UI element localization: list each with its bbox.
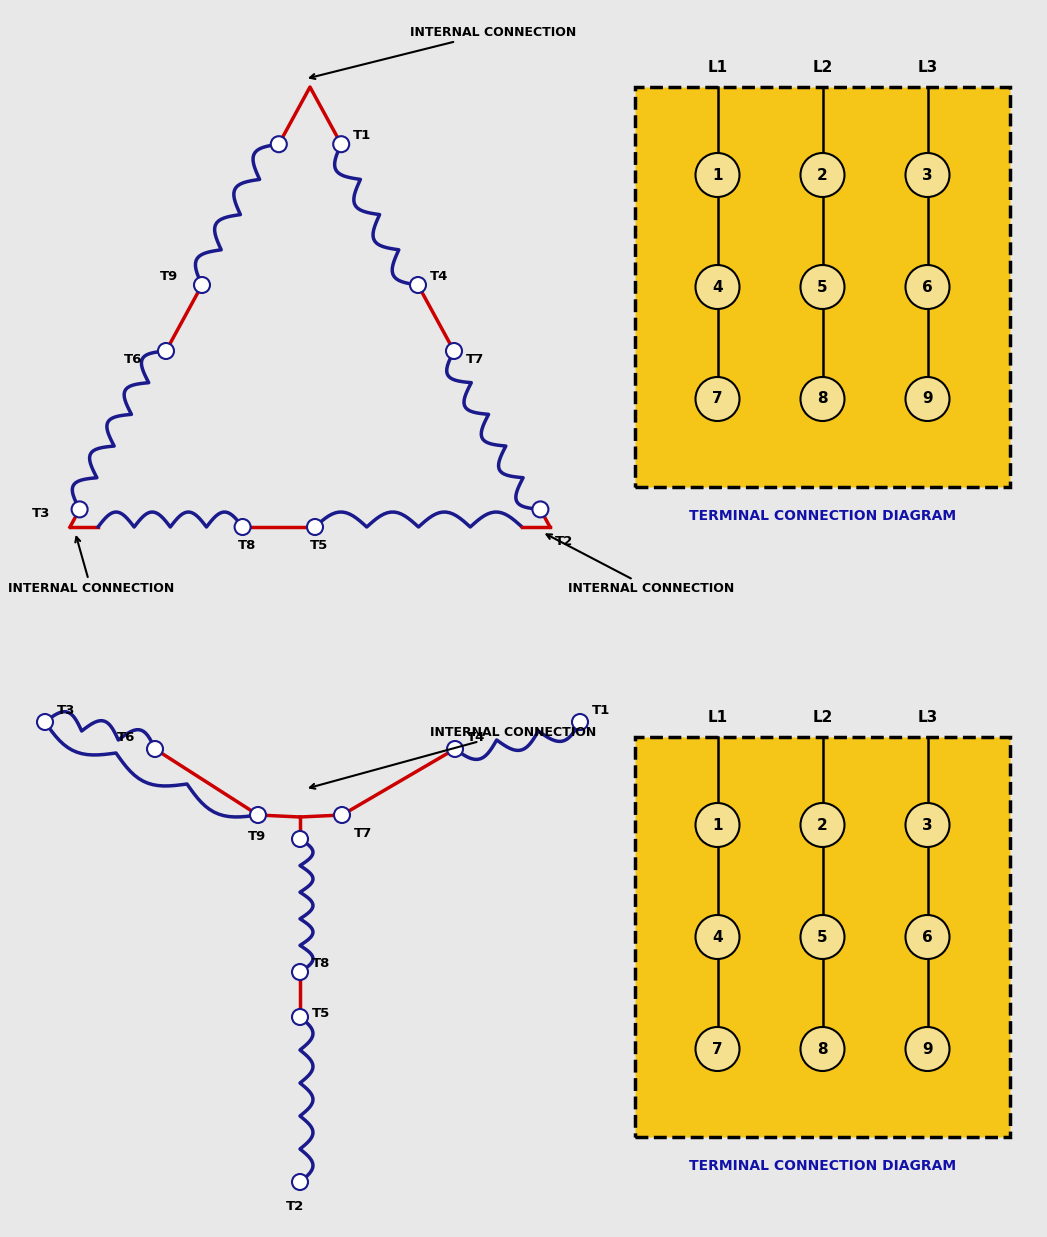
Circle shape <box>695 803 739 847</box>
Circle shape <box>906 265 950 309</box>
Text: T5: T5 <box>312 1007 330 1021</box>
Text: L1: L1 <box>708 61 728 75</box>
Circle shape <box>906 377 950 421</box>
Circle shape <box>37 714 53 730</box>
Text: INTERNAL CONNECTION: INTERNAL CONNECTION <box>547 534 734 595</box>
Text: 9: 9 <box>922 1042 933 1056</box>
Text: T3: T3 <box>57 704 75 717</box>
Circle shape <box>147 741 163 757</box>
Circle shape <box>801 265 845 309</box>
Text: 7: 7 <box>712 391 722 407</box>
Circle shape <box>801 915 845 959</box>
Bar <box>634 737 1010 1137</box>
Circle shape <box>906 803 950 847</box>
Circle shape <box>194 277 210 293</box>
Circle shape <box>333 136 350 152</box>
Circle shape <box>695 265 739 309</box>
Circle shape <box>334 807 350 823</box>
Circle shape <box>292 964 308 980</box>
Circle shape <box>801 153 845 197</box>
Circle shape <box>801 377 845 421</box>
Text: T4: T4 <box>430 270 448 283</box>
Circle shape <box>250 807 266 823</box>
Text: TERMINAL CONNECTION DIAGRAM: TERMINAL CONNECTION DIAGRAM <box>689 508 956 523</box>
Text: T5: T5 <box>310 539 329 552</box>
Circle shape <box>292 1174 308 1190</box>
Text: 5: 5 <box>818 280 828 294</box>
Circle shape <box>906 153 950 197</box>
Text: 8: 8 <box>818 1042 828 1056</box>
Circle shape <box>906 915 950 959</box>
Text: T9: T9 <box>248 830 266 842</box>
Text: 5: 5 <box>818 929 828 945</box>
Text: 3: 3 <box>922 167 933 183</box>
Circle shape <box>158 343 174 359</box>
Text: L1: L1 <box>708 710 728 725</box>
Text: INTERNAL CONNECTION: INTERNAL CONNECTION <box>310 26 576 79</box>
Circle shape <box>572 714 588 730</box>
Circle shape <box>271 136 287 152</box>
Text: INTERNAL CONNECTION: INTERNAL CONNECTION <box>310 725 596 789</box>
Text: TERMINAL CONNECTION DIAGRAM: TERMINAL CONNECTION DIAGRAM <box>689 1159 956 1173</box>
Text: L2: L2 <box>812 710 832 725</box>
Text: T4: T4 <box>467 731 486 743</box>
Text: T2: T2 <box>286 1200 304 1213</box>
Text: 7: 7 <box>712 1042 722 1056</box>
Circle shape <box>447 741 463 757</box>
Text: T6: T6 <box>124 353 142 366</box>
Text: T7: T7 <box>354 828 373 840</box>
Circle shape <box>533 501 549 517</box>
Text: T3: T3 <box>32 507 50 520</box>
Text: T1: T1 <box>353 129 372 142</box>
Text: 3: 3 <box>922 818 933 833</box>
Text: 6: 6 <box>922 929 933 945</box>
Text: L2: L2 <box>812 61 832 75</box>
Text: T9: T9 <box>160 270 178 283</box>
Text: 1: 1 <box>712 167 722 183</box>
Bar <box>634 87 1010 487</box>
Circle shape <box>695 915 739 959</box>
Text: 1: 1 <box>712 818 722 833</box>
Text: 6: 6 <box>922 280 933 294</box>
Circle shape <box>801 1027 845 1071</box>
Circle shape <box>446 343 462 359</box>
Text: L3: L3 <box>917 61 938 75</box>
Text: 2: 2 <box>817 167 828 183</box>
Circle shape <box>71 501 88 517</box>
Text: 4: 4 <box>712 280 722 294</box>
Text: T2: T2 <box>555 534 574 548</box>
Text: L3: L3 <box>917 710 938 725</box>
Text: T1: T1 <box>592 704 610 717</box>
Circle shape <box>695 153 739 197</box>
Text: 2: 2 <box>817 818 828 833</box>
Circle shape <box>292 831 308 847</box>
Circle shape <box>801 803 845 847</box>
Text: T7: T7 <box>466 353 485 366</box>
Text: T6: T6 <box>117 731 135 743</box>
Text: 9: 9 <box>922 391 933 407</box>
Circle shape <box>410 277 426 293</box>
Circle shape <box>292 1009 308 1025</box>
Circle shape <box>307 520 324 534</box>
Text: T8: T8 <box>312 957 331 970</box>
Text: 4: 4 <box>712 929 722 945</box>
Circle shape <box>235 520 250 534</box>
Text: T8: T8 <box>238 539 255 552</box>
Circle shape <box>695 377 739 421</box>
Text: 8: 8 <box>818 391 828 407</box>
Circle shape <box>906 1027 950 1071</box>
Text: INTERNAL CONNECTION: INTERNAL CONNECTION <box>8 537 174 595</box>
Circle shape <box>695 1027 739 1071</box>
